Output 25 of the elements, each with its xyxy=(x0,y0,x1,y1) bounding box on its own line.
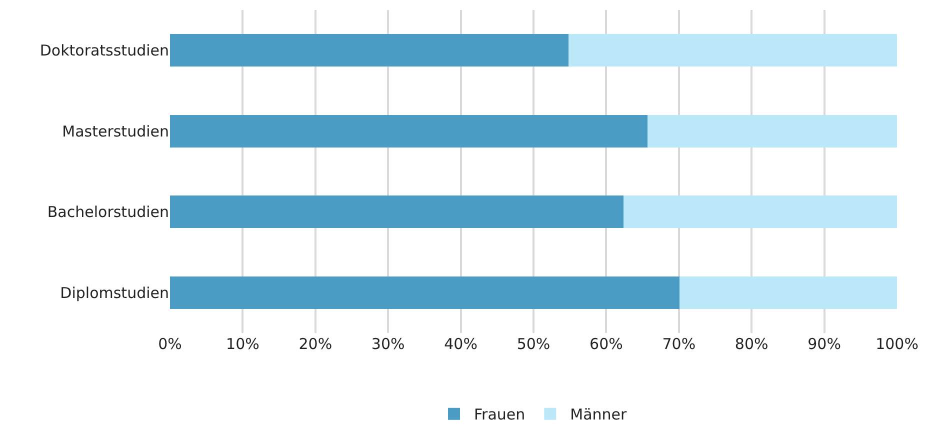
x-tick-label: 80% xyxy=(734,335,768,353)
x-tick-label: 30% xyxy=(371,335,405,353)
x-tick-label: 100% xyxy=(876,335,918,353)
x-tick-label: 10% xyxy=(226,335,260,353)
bar xyxy=(170,276,680,309)
legend-label: Frauen xyxy=(474,406,526,424)
x-tick-label: 20% xyxy=(298,335,332,353)
bar xyxy=(170,196,624,228)
bar xyxy=(568,34,897,67)
bar xyxy=(624,196,897,228)
y-tick-label: Doktoratsstudien xyxy=(40,42,169,60)
bar xyxy=(648,114,897,148)
x-tick-label: 70% xyxy=(662,335,696,353)
y-tick-label: Diplomstudien xyxy=(60,284,169,302)
x-tick-label: 60% xyxy=(590,335,623,353)
legend-label: Männer xyxy=(570,406,628,424)
bar xyxy=(680,276,897,309)
bar xyxy=(170,114,648,148)
x-tick-label: 0% xyxy=(158,335,182,353)
x-tick-label: 50% xyxy=(516,335,550,353)
bar xyxy=(170,34,568,67)
x-tick-label: 40% xyxy=(444,335,478,353)
y-tick-label: Bachelorstudien xyxy=(47,203,169,222)
x-tick-label: 90% xyxy=(808,335,841,353)
y-tick-label: Masterstudien xyxy=(62,122,169,140)
